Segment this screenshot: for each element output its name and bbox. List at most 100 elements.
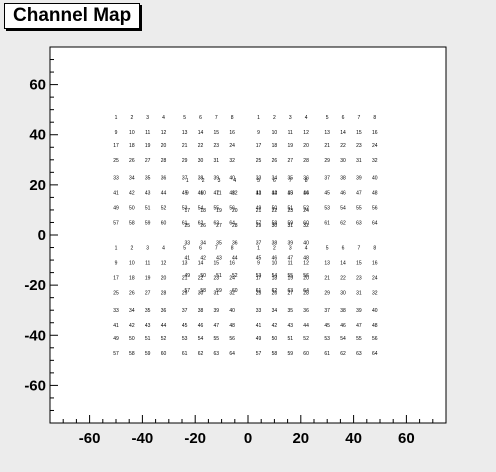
channel-label: 38 xyxy=(340,308,346,314)
channel-label: 6 xyxy=(273,178,276,184)
channel-label: 43 xyxy=(287,323,293,329)
channel-label: 14 xyxy=(340,261,346,267)
channel-label: 38 xyxy=(340,175,346,181)
channel-label: 52 xyxy=(161,336,167,342)
channel-label: 21 xyxy=(324,276,330,282)
channel-label: 19 xyxy=(145,143,151,149)
channel-label: 19 xyxy=(216,208,222,214)
channel-label: 9 xyxy=(257,261,260,267)
channel-label: 10 xyxy=(200,190,206,196)
channel-label: 32 xyxy=(372,291,378,297)
channel-label: 37 xyxy=(256,241,262,247)
channel-label: 31 xyxy=(287,223,293,229)
channel-label: 37 xyxy=(324,308,330,314)
channel-label: 26 xyxy=(129,291,135,297)
channel-label: 3 xyxy=(218,178,221,184)
channel-label: 7 xyxy=(215,115,218,121)
channel-label: 10 xyxy=(272,261,278,267)
channel-label: 50 xyxy=(129,336,135,342)
y-tick-label: 60 xyxy=(29,77,46,94)
channel-label: 30 xyxy=(198,291,204,297)
channel-label: 6 xyxy=(199,115,202,121)
channel-label: 60 xyxy=(161,220,167,226)
channel-label: 42 xyxy=(272,190,278,196)
channel-label: 35 xyxy=(287,308,293,314)
channel-label: 26 xyxy=(200,223,206,229)
channel-label: 31 xyxy=(356,158,362,164)
channel-label: 21 xyxy=(256,208,262,214)
channel-label: 34 xyxy=(272,308,278,314)
channel-label: 36 xyxy=(303,175,309,181)
channel-label: 59 xyxy=(287,220,293,226)
channel-label: 56 xyxy=(303,273,309,279)
channel-label: 47 xyxy=(356,190,362,196)
channel-label: 60 xyxy=(161,351,167,357)
y-tick-label: 20 xyxy=(29,177,46,194)
channel-label: 56 xyxy=(229,205,235,211)
channel-label: 4 xyxy=(305,246,308,252)
channel-label: 45 xyxy=(324,323,330,329)
channel-label: 47 xyxy=(287,256,293,262)
channel-label: 62 xyxy=(340,220,346,226)
channel-label: 53 xyxy=(182,205,188,211)
channel-label: 27 xyxy=(287,291,293,297)
channel-label: 23 xyxy=(356,276,362,282)
channel-label: 41 xyxy=(113,190,119,196)
channel-label: 30 xyxy=(340,158,346,164)
channel-label: 24 xyxy=(303,208,309,214)
channel-label: 40 xyxy=(229,175,235,181)
axes: -60 -40 -20 0 20 40 60 -60 -40 -20 0 20 40 60 xyxy=(24,46,447,447)
channel-label: 42 xyxy=(272,323,278,329)
channel-label: 23 xyxy=(214,143,220,149)
channel-label: 19 xyxy=(287,276,293,282)
channel-label: 25 xyxy=(184,223,190,229)
channel-label: 11 xyxy=(288,261,293,267)
channel-label: 13 xyxy=(256,190,262,196)
channel-label: 49 xyxy=(184,273,190,279)
channel-label: 51 xyxy=(287,336,293,342)
channel-label: 17 xyxy=(184,208,190,214)
channel-label: 35 xyxy=(145,308,151,314)
channel-label: 48 xyxy=(229,190,235,196)
channel-label: 22 xyxy=(198,276,204,282)
channel-label: 64 xyxy=(372,220,378,226)
channel-label: 46 xyxy=(198,190,204,196)
x-tick-label: 60 xyxy=(398,430,415,447)
channel-label: 23 xyxy=(356,143,362,149)
channel-label: 54 xyxy=(272,273,278,279)
channel-label: 3 xyxy=(146,246,149,252)
channel-label: 46 xyxy=(198,323,204,329)
channel-label: 52 xyxy=(161,205,167,211)
channel-label: 23 xyxy=(214,276,220,282)
channel-label: 21 xyxy=(182,276,188,282)
channel-label: 51 xyxy=(287,205,293,211)
channel-label: 9 xyxy=(186,190,189,196)
channel-label: 20 xyxy=(161,143,167,149)
channel-label: 45 xyxy=(256,256,262,262)
channel-label: 58 xyxy=(200,288,206,294)
channel-label: 55 xyxy=(214,336,220,342)
channel-label: 22 xyxy=(272,208,278,214)
channel-label: 47 xyxy=(356,323,362,329)
channel-label: 41 xyxy=(256,190,262,196)
channel-label: 33 xyxy=(113,175,119,181)
channel-label: 40 xyxy=(229,308,235,314)
channel-label: 26 xyxy=(129,158,135,164)
channel-label: 4 xyxy=(162,246,165,252)
channel-label: 44 xyxy=(161,323,167,329)
channel-label: 63 xyxy=(214,220,220,226)
channel-label: 16 xyxy=(372,261,378,267)
channel-label: 6 xyxy=(342,246,345,252)
channel-label: 34 xyxy=(272,175,278,181)
channel-label: 31 xyxy=(356,291,362,297)
channel-label: 13 xyxy=(324,130,330,136)
channel-label: 35 xyxy=(287,175,293,181)
channel-label: 55 xyxy=(356,336,362,342)
channel-label: 4 xyxy=(305,115,308,121)
channel-label: 13 xyxy=(182,130,188,136)
channel-label: 11 xyxy=(288,130,293,136)
channel-label: 11 xyxy=(216,190,221,196)
channel-label: 33 xyxy=(256,175,262,181)
channel-label: 43 xyxy=(145,323,151,329)
